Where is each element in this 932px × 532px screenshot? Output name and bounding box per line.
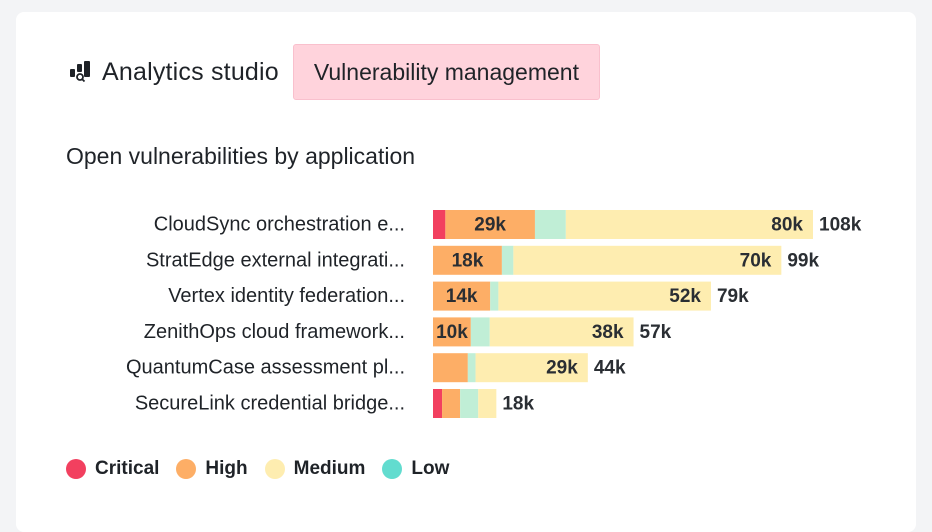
legend-item-high[interactable]: High (176, 458, 248, 480)
total-label: 57k (640, 322, 672, 343)
bar-segment-low (490, 281, 499, 311)
legend-label: Critical (95, 458, 160, 479)
total-label: 79k (717, 286, 749, 307)
segment-label: 38k (592, 322, 624, 343)
bar-segment-medium (489, 317, 634, 347)
total-label: 99k (787, 250, 819, 271)
bar-segment-low (467, 353, 476, 383)
legend-dot-medium (264, 459, 285, 479)
legend-dot-high (176, 459, 197, 479)
bar-segment-low (534, 210, 566, 239)
category-label: QuantumCase assessment pl... (126, 357, 405, 379)
total-label: 108k (819, 215, 862, 236)
category-label: SecureLink credential bridge... (135, 393, 405, 415)
bar-segment-high (433, 281, 491, 311)
bar-segment-high (433, 353, 468, 383)
legend-dot-critical (66, 459, 86, 479)
bar-segment-low (470, 317, 490, 347)
legend-label: High (205, 458, 248, 479)
dashboard-badge[interactable]: Vulnerability management (292, 44, 600, 100)
bar-chart: CloudSync orchestration e... 29k 80k 108k St… (126, 210, 862, 418)
bar-segment-high (433, 317, 471, 347)
bar-segment-critical (433, 389, 443, 418)
legend: Critical High Medium Low (66, 458, 466, 480)
legend-dot-low (382, 459, 403, 479)
bar-segment-critical (433, 210, 446, 239)
analytics-logo-icon (70, 61, 90, 83)
bar-segment-medium (565, 210, 813, 239)
segment-label: 80k (771, 215, 803, 236)
bar-segment-medium (513, 245, 782, 275)
bar-segment-low (460, 389, 479, 418)
category-label: ZenithOps cloud framework... (144, 321, 405, 343)
segment-label: 70k (740, 250, 772, 271)
bar-segment-medium (475, 353, 588, 383)
segment-label: 18k (452, 250, 484, 271)
category-label: StratEdge external integrati... (146, 249, 405, 271)
header: Analytics studio Vulnerability managemen… (70, 44, 600, 100)
legend-item-medium[interactable]: Medium (264, 458, 366, 480)
segment-label: 29k (474, 215, 506, 236)
bar-segment-high (445, 210, 535, 239)
total-label: 18k (502, 394, 534, 415)
legend-item-low[interactable]: Low (382, 458, 449, 480)
bar-segment-high (433, 245, 502, 275)
category-label: CloudSync orchestration e... (154, 214, 405, 236)
category-label: Vertex identity federation... (168, 285, 405, 307)
segment-label: 14k (446, 286, 478, 307)
legend-label: Medium (293, 458, 366, 479)
bar-segment-medium (478, 389, 497, 418)
bar-segment-medium (498, 281, 711, 311)
bar-segment-high (442, 389, 461, 418)
legend-item-critical[interactable]: Critical (66, 458, 159, 480)
bar-segment-low (501, 245, 514, 275)
app-title: Analytics studio (102, 57, 279, 86)
chart-title: Open vulnerabilities by application (66, 143, 416, 169)
segment-label: 29k (546, 358, 578, 379)
segment-label: 52k (669, 286, 701, 307)
total-label: 44k (594, 358, 626, 379)
legend-label: Low (411, 458, 450, 479)
segment-label: 10k (436, 322, 468, 343)
